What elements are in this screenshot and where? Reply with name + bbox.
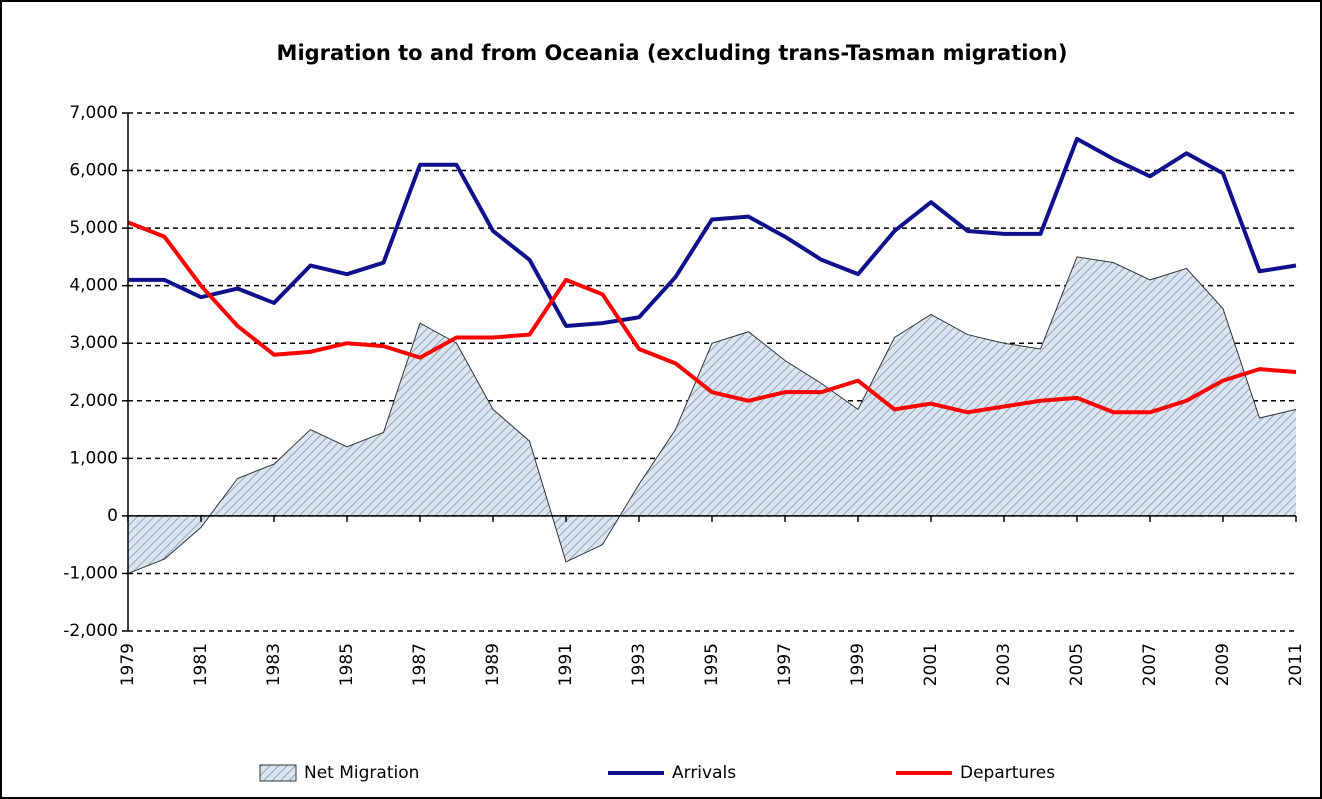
chart-title: Migration to and from Oceania (excluding… xyxy=(277,41,1068,65)
y-tick-label: 3,000 xyxy=(69,333,118,353)
y-tick-label: 4,000 xyxy=(69,276,118,296)
y-tick-label: 2,000 xyxy=(69,391,118,411)
legend-label: Arrivals xyxy=(672,763,736,783)
y-tick-label: 0 xyxy=(107,506,118,526)
x-tick-label: 1993 xyxy=(629,643,649,686)
y-tick-label: -2,000 xyxy=(63,621,118,641)
x-tick-label: 2005 xyxy=(1067,643,1087,686)
area-edge xyxy=(127,256,1297,574)
x-tick-label: 2007 xyxy=(1140,643,1160,686)
y-tick-label: 5,000 xyxy=(69,218,118,238)
x-tick-label: 1991 xyxy=(556,643,576,686)
x-tick-label: 1987 xyxy=(410,643,430,686)
x-tick-label: 2009 xyxy=(1213,643,1233,686)
x-tick-label: 2003 xyxy=(994,643,1014,686)
x-tick-label: 1997 xyxy=(775,643,795,686)
y-tick-label: -1,000 xyxy=(63,563,118,583)
x-tick-label: 1983 xyxy=(264,643,284,686)
y-tick-label: 7,000 xyxy=(69,103,118,123)
x-tick-label: 1999 xyxy=(848,643,868,686)
x-tick-label: 1995 xyxy=(702,643,722,686)
y-tick-label: 1,000 xyxy=(69,448,118,468)
x-tick-label: 2011 xyxy=(1286,643,1306,686)
line xyxy=(128,136,1297,328)
x-tick-label: 2001 xyxy=(921,643,941,686)
legend-label: Departures xyxy=(960,763,1055,783)
x-tick-label: 1981 xyxy=(191,643,211,686)
x-tick-label: 1979 xyxy=(118,643,138,686)
area xyxy=(128,256,1296,574)
legend-swatch xyxy=(259,764,297,782)
x-tick-label: 1985 xyxy=(337,643,357,686)
legend-label: Net Migration xyxy=(304,763,419,783)
x-tick-label: 1989 xyxy=(483,643,503,686)
y-tick-label: 6,000 xyxy=(69,161,118,181)
line xyxy=(127,220,1297,415)
